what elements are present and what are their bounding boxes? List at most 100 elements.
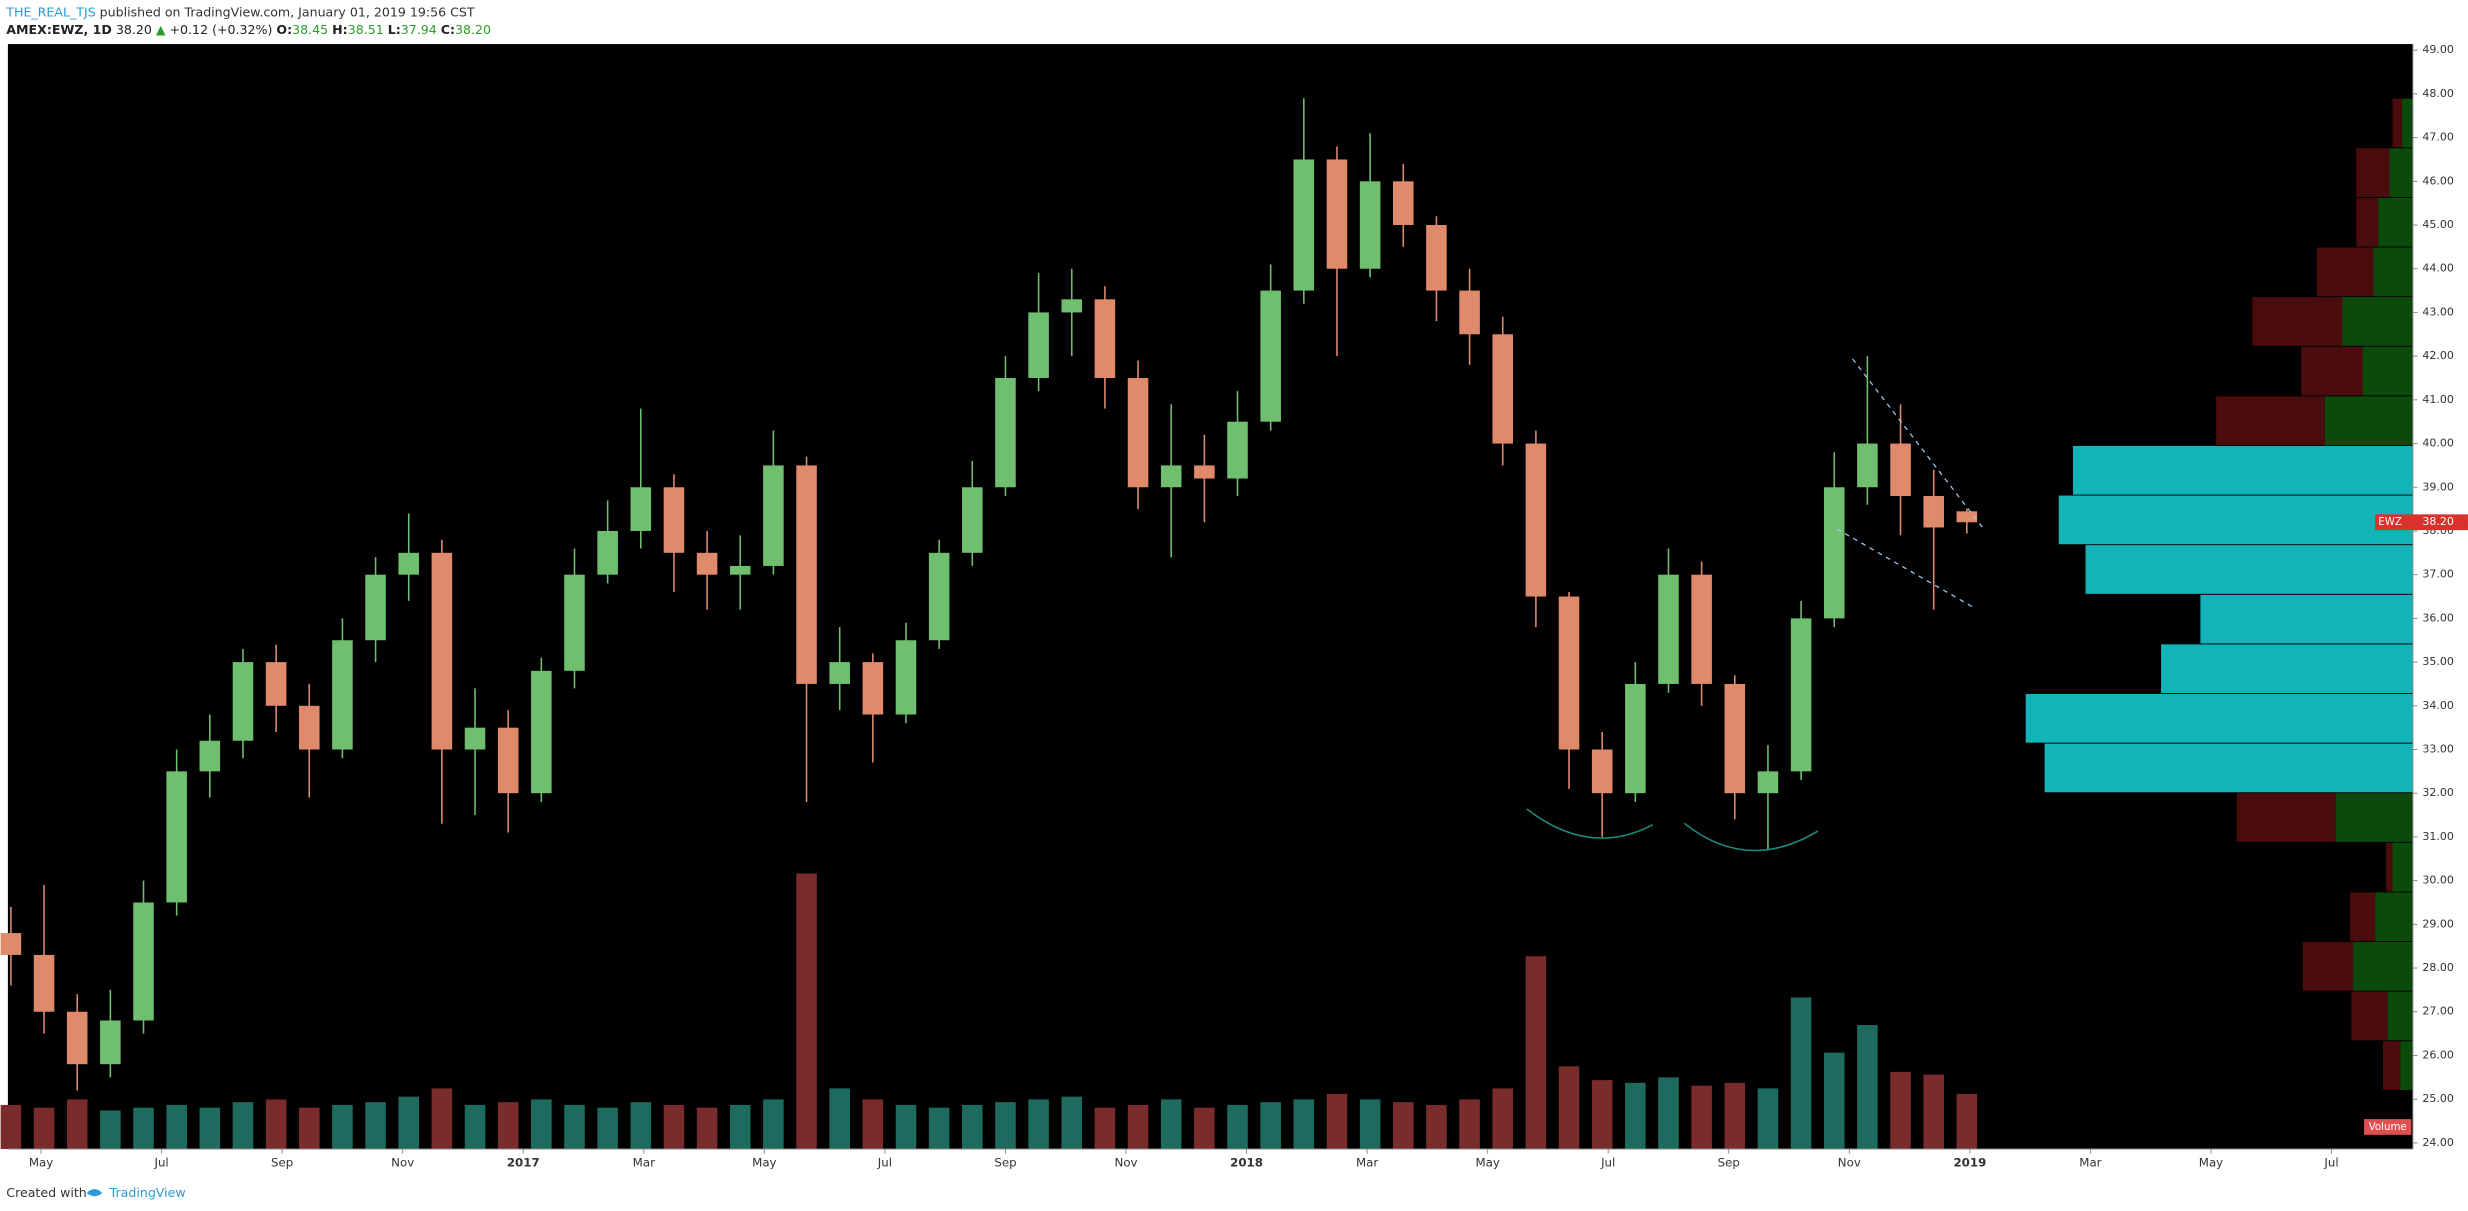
candle-body bbox=[1658, 574, 1679, 684]
volume-bar bbox=[1625, 1082, 1646, 1149]
volume-bar bbox=[531, 1099, 552, 1149]
candle-body bbox=[0, 933, 22, 955]
volume-bar bbox=[928, 1107, 950, 1149]
candle-body bbox=[1857, 443, 1878, 488]
y-tick-label: 39.00 bbox=[2422, 480, 2454, 493]
o-label: O: bbox=[276, 21, 292, 36]
candle-body bbox=[1160, 465, 1182, 488]
x-tick-label: 2019 bbox=[1953, 1156, 1986, 1170]
profile-up bbox=[2324, 396, 2413, 446]
candle-body bbox=[962, 487, 983, 553]
candle-body bbox=[232, 662, 254, 741]
x-tick-label: Sep bbox=[994, 1156, 1016, 1170]
x-tick-label: May bbox=[1475, 1156, 1499, 1170]
candle-body bbox=[1790, 618, 1812, 772]
volume-bar bbox=[1591, 1080, 1613, 1149]
y-tick-label: 26.00 bbox=[2422, 1048, 2454, 1061]
candle-body bbox=[1691, 574, 1712, 684]
profile-up bbox=[2335, 793, 2413, 842]
header-line-1: THE_REAL_TJS published on TradingView.co… bbox=[5, 4, 475, 19]
profile-down bbox=[2216, 396, 2325, 446]
volume-bar bbox=[763, 1099, 784, 1149]
profile-down bbox=[2356, 197, 2379, 247]
volume-bar bbox=[1691, 1085, 1712, 1149]
candle-body bbox=[431, 552, 453, 750]
candle-body bbox=[1525, 443, 1547, 597]
y-tick-label: 31.00 bbox=[2422, 830, 2454, 843]
volume-bar bbox=[398, 1096, 420, 1149]
last-price-symbol: EWZ bbox=[2378, 517, 2402, 528]
volume-bar bbox=[199, 1107, 221, 1149]
profile-down bbox=[2349, 892, 2376, 942]
volume-bar bbox=[265, 1099, 287, 1149]
candle-body bbox=[1359, 181, 1381, 269]
value-area-row bbox=[2044, 743, 2413, 793]
last-price-label: 38.20 bbox=[2422, 515, 2454, 528]
volume-bar bbox=[564, 1104, 585, 1149]
candle-body bbox=[1392, 181, 1414, 226]
profile-up bbox=[2342, 297, 2413, 346]
profile-down bbox=[2392, 98, 2402, 148]
profile-down bbox=[2252, 297, 2343, 346]
x-tick-label: May bbox=[752, 1156, 776, 1170]
volume-bar bbox=[796, 873, 817, 1149]
y-tick-label: 43.00 bbox=[2422, 305, 2454, 318]
y-tick-label: 49.00 bbox=[2422, 43, 2454, 56]
volume-bar bbox=[630, 1102, 652, 1149]
volume-bar bbox=[1658, 1077, 1679, 1149]
volume-bar bbox=[1194, 1107, 1215, 1149]
x-tick-label: Nov bbox=[1838, 1156, 1861, 1170]
symbol: AMEX:EWZ, 1D bbox=[6, 21, 112, 36]
author[interactable]: THE_REAL_TJS bbox=[5, 4, 95, 19]
volume-bar bbox=[1061, 1096, 1083, 1149]
h-label: H: bbox=[332, 21, 348, 36]
candle-body bbox=[1227, 421, 1248, 479]
last: 38.20 bbox=[116, 21, 152, 36]
value-area-row bbox=[2161, 644, 2413, 694]
profile-up bbox=[2375, 892, 2413, 942]
x-tick-label: Jul bbox=[877, 1156, 892, 1170]
wedge-upper bbox=[1852, 358, 1986, 531]
candle-body bbox=[1558, 596, 1580, 750]
candle-body bbox=[1194, 465, 1215, 479]
last-price-box bbox=[2375, 514, 2468, 531]
y-tick-label: 30.00 bbox=[2422, 874, 2454, 887]
candle-body bbox=[398, 552, 420, 575]
volume-bar bbox=[1392, 1102, 1414, 1149]
brand[interactable]: TradingView bbox=[109, 1185, 186, 1200]
candle-body bbox=[166, 771, 187, 903]
y-tick-label: 25.00 bbox=[2422, 1092, 2454, 1105]
volume-bar bbox=[332, 1104, 353, 1149]
volume-bar bbox=[597, 1107, 618, 1149]
candle-body bbox=[1923, 496, 1944, 528]
volume-bar bbox=[166, 1104, 187, 1149]
brand-logo bbox=[86, 1189, 103, 1197]
volume-bar bbox=[1028, 1099, 1049, 1149]
volume-bar bbox=[1459, 1099, 1480, 1149]
change: +0.12 (+0.32%) bbox=[170, 21, 273, 36]
profile-up bbox=[2353, 942, 2413, 991]
profile-up bbox=[2373, 247, 2413, 297]
volume-label-box bbox=[2364, 1119, 2412, 1135]
x-tick-label: Jul bbox=[1600, 1156, 1615, 1170]
candle-body bbox=[33, 954, 55, 1012]
profile-down bbox=[2316, 247, 2374, 297]
volume-bar bbox=[1724, 1082, 1746, 1149]
drawings bbox=[1526, 358, 1986, 852]
candle-body bbox=[1890, 443, 1911, 497]
arc-2 bbox=[1683, 822, 1819, 852]
volume-bar bbox=[0, 1104, 22, 1149]
h-value: 38.51 bbox=[348, 21, 384, 36]
profile-down bbox=[2382, 1041, 2401, 1090]
y-tick-label: 32.00 bbox=[2422, 786, 2454, 799]
candle-body bbox=[1127, 377, 1149, 488]
profile-down bbox=[2386, 842, 2393, 892]
y-tick-label: 24.00 bbox=[2422, 1136, 2454, 1149]
volume-bar bbox=[1359, 1099, 1381, 1149]
volume-bar bbox=[895, 1104, 917, 1149]
candle-body bbox=[1326, 159, 1348, 269]
x-tick-label: May bbox=[29, 1156, 53, 1170]
candle-body bbox=[729, 565, 751, 575]
header-line-2: AMEX:EWZ, 1D 38.20 ▲ +0.12 (+0.32%) O:38… bbox=[6, 21, 491, 36]
